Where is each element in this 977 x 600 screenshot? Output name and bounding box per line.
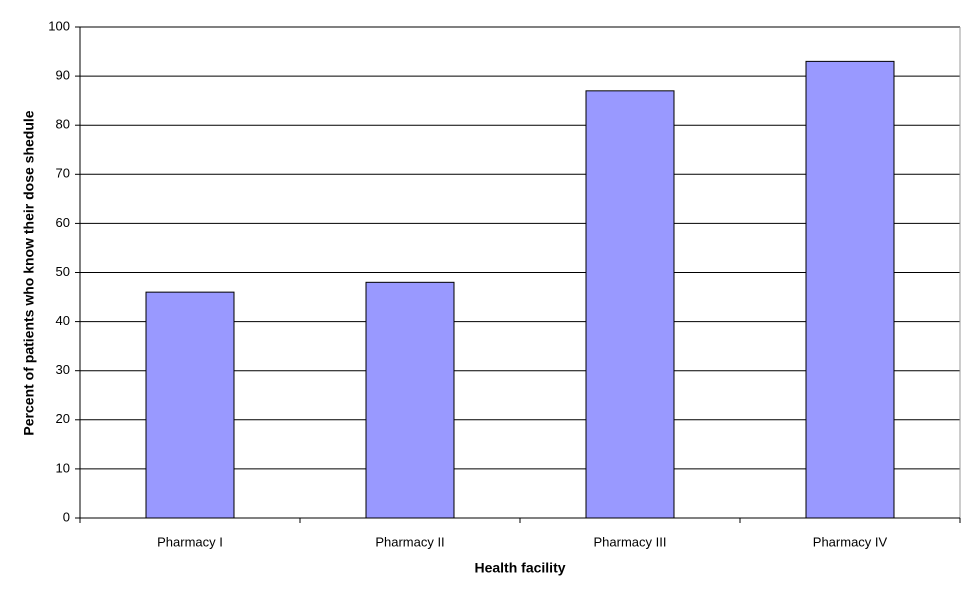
y-tick-label: 100 xyxy=(48,18,70,33)
y-tick-label: 40 xyxy=(56,313,70,328)
y-tick-label: 90 xyxy=(56,68,70,83)
bar xyxy=(585,90,675,519)
bar xyxy=(145,291,235,519)
y-axis-title: Percent of patients who know their dose … xyxy=(21,110,37,435)
y-tick-label: 80 xyxy=(56,117,70,132)
bar xyxy=(805,60,895,519)
x-tick-label: Pharmacy I xyxy=(157,534,223,549)
bar xyxy=(365,281,455,519)
y-tick-label: 70 xyxy=(56,166,70,181)
x-tick-label: Pharmacy III xyxy=(594,534,667,549)
y-tick-label: 50 xyxy=(56,264,70,279)
x-tick-label: Pharmacy IV xyxy=(813,534,888,549)
y-tick-label: 20 xyxy=(56,411,70,426)
x-tick-label: Pharmacy II xyxy=(375,534,444,549)
y-tick-label: 60 xyxy=(56,215,70,230)
y-tick-label: 10 xyxy=(56,460,70,475)
x-axis-title: Health facility xyxy=(474,560,565,576)
y-tick-label: 0 xyxy=(63,509,70,524)
y-tick-label: 30 xyxy=(56,362,70,377)
